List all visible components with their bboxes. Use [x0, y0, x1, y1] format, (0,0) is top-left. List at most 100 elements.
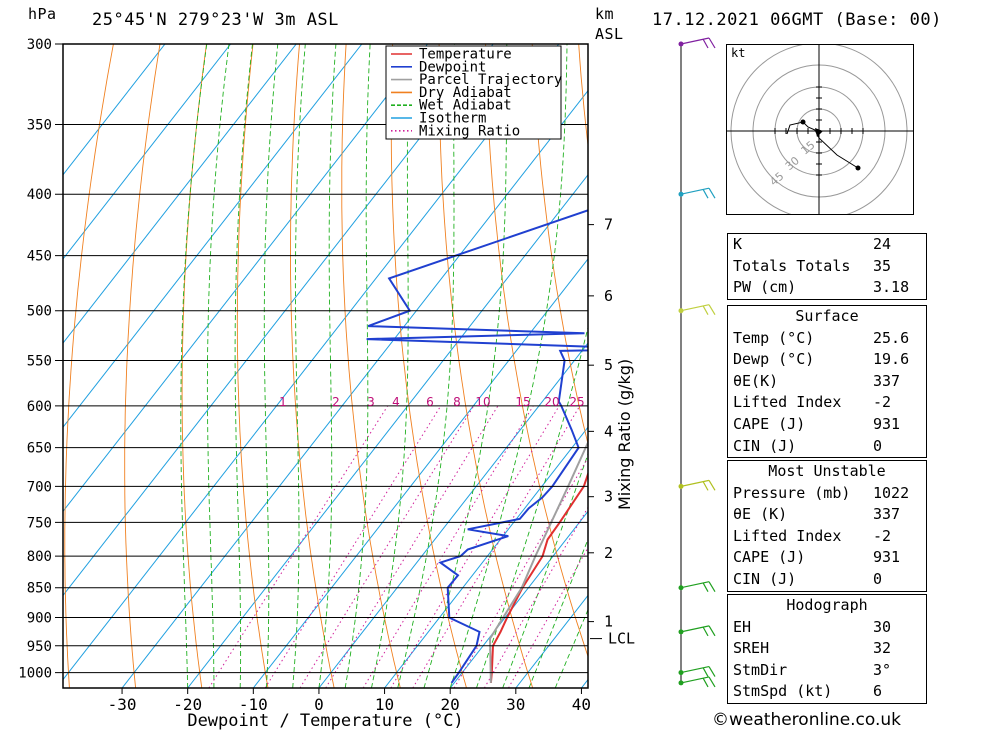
isotherm-line [63, 44, 560, 681]
mixing-ratio-line [325, 405, 499, 688]
index-label: PW (cm) [733, 278, 797, 297]
legend-entry: Dewpoint [419, 59, 486, 75]
legend-entry: Parcel Trajectory [419, 72, 562, 88]
x-axis-label: Dewpoint / Temperature (°C) [187, 711, 463, 731]
wind-barb [680, 676, 716, 688]
pressure-tick-label: 600 [27, 399, 52, 415]
most-unstable-table: Most Unstable Pressure (mb) 1022 θE (K) 337 L… [727, 460, 927, 592]
wet-adiabat-line [206, 44, 230, 688]
legend-entry: Temperature [419, 47, 512, 63]
table-row: θE(K) 337 [728, 371, 926, 393]
table-row: StmSpd (kt) 6 [728, 681, 926, 703]
wind-barb [680, 37, 716, 49]
table-row: SREH 32 [728, 638, 926, 660]
dry-adiabat-line [64, 44, 114, 688]
series-line-parcel-trajectory [488, 440, 588, 683]
index-label: CIN (J) [733, 436, 797, 455]
dry-adiabat-line [485, 44, 588, 658]
table-row: CIN (J) 0 [728, 569, 926, 591]
table-row: Pressure (mb) 1022 [728, 483, 926, 505]
hodograph-ring-label: 45 [767, 170, 786, 189]
dry-adiabat-line [290, 44, 335, 688]
pressure-tick-label: 850 [27, 581, 52, 597]
storm-motion-marker [815, 128, 823, 137]
legend-entry: Mixing Ratio [419, 123, 520, 139]
pressure-unit-label: hPa [28, 5, 57, 23]
pressure-tick-label: 450 [27, 249, 52, 265]
isotherm-line [63, 44, 297, 344]
km-tick-label: 6 [604, 287, 613, 305]
index-value: 3.18 [873, 278, 910, 297]
mixing-ratio-label: 3 [367, 395, 375, 409]
hodograph-point [855, 165, 861, 171]
hodograph-trace [786, 121, 859, 169]
pressure-tick-label: 550 [27, 353, 52, 369]
mixing-ratio-label: 8 [453, 395, 461, 409]
dry-adiabat-line [531, 44, 588, 446]
index-label: CIN (J) [733, 569, 797, 588]
table-section-title: Hodograph [786, 596, 868, 614]
wet-adiabat-line [397, 44, 455, 688]
mixing-ratio-line [208, 405, 389, 688]
km-tick-label: 3 [604, 488, 613, 506]
index-value: 931 [873, 414, 901, 433]
mixing-ratio-label: 6 [426, 395, 434, 409]
plot-frame [62, 43, 589, 689]
index-label: EH [733, 617, 752, 636]
hodograph-ring-label: 15 [798, 138, 817, 157]
mixing-ratio-line [299, 405, 475, 688]
height-reference-label: ASL [595, 25, 624, 43]
wet-adiabat-line [344, 44, 371, 688]
hodograph-panel: kt 15 30 45 [726, 44, 914, 215]
isotherm-line [252, 258, 588, 688]
index-label: K [733, 235, 743, 253]
wet-adiabat-line [263, 44, 279, 688]
index-label: StmDir [733, 660, 788, 679]
mixing-ratio-label: 10 [475, 395, 490, 409]
index-value: 337 [873, 505, 901, 524]
wind-barb [680, 581, 716, 593]
x-tick-label: -20 [173, 695, 202, 714]
index-value: 24 [873, 235, 892, 253]
km-tick-label: 5 [604, 356, 613, 374]
wet-adiabat-line [475, 325, 588, 688]
wet-adiabat-line [502, 452, 588, 688]
table-row: CAPE (J) 931 [728, 547, 926, 569]
wet-adiabat-line [370, 44, 410, 688]
index-value: 337 [873, 371, 901, 390]
general-indices-table: K 24 Totals Totals 35 PW (cm) 3.18 [727, 233, 927, 300]
pressure-tick-label: 350 [27, 117, 52, 133]
wet-adiabat-line [318, 44, 337, 688]
pressure-tick-label: 950 [27, 639, 52, 655]
index-value: 30 [873, 617, 892, 636]
x-tick-label: -30 [108, 695, 137, 714]
wind-barb [680, 625, 716, 637]
km-tick-label: 2 [604, 544, 613, 562]
isotherm-line [63, 44, 232, 260]
index-value: 0 [873, 436, 883, 455]
wet-adiabat-line [234, 44, 253, 688]
dry-adiabat-line [390, 44, 467, 688]
pressure-tick-label: 800 [27, 549, 52, 565]
index-label: CAPE (J) [733, 548, 806, 567]
index-value: 3° [873, 660, 892, 679]
table-row: K 24 [728, 234, 926, 256]
table-row: Lifted Index -2 [728, 392, 926, 414]
table-row: PW (cm) 3.18 [728, 277, 926, 299]
index-value: 6 [873, 682, 883, 701]
pressure-tick-label: 900 [27, 611, 52, 627]
index-label: Temp (°C) [733, 328, 815, 347]
isotherm-line [121, 89, 588, 688]
index-label: Totals Totals [733, 256, 851, 275]
isotherm-line [318, 342, 588, 688]
mixing-ratio-label: 1 [279, 395, 287, 409]
pressure-tick-label: 400 [27, 187, 52, 203]
dry-adiabat-line [951, 44, 1000, 688]
pressure-tick-label: 700 [27, 479, 52, 495]
station-location: 25°45'N 279°23'W 3m ASL [92, 10, 339, 30]
x-tick-label: 40 [572, 695, 591, 714]
legend-entry: Isotherm [419, 111, 486, 127]
height-unit-label: km [595, 5, 615, 23]
